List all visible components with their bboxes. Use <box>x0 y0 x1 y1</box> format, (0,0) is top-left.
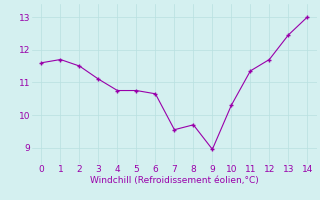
X-axis label: Windchill (Refroidissement éolien,°C): Windchill (Refroidissement éolien,°C) <box>90 176 259 185</box>
